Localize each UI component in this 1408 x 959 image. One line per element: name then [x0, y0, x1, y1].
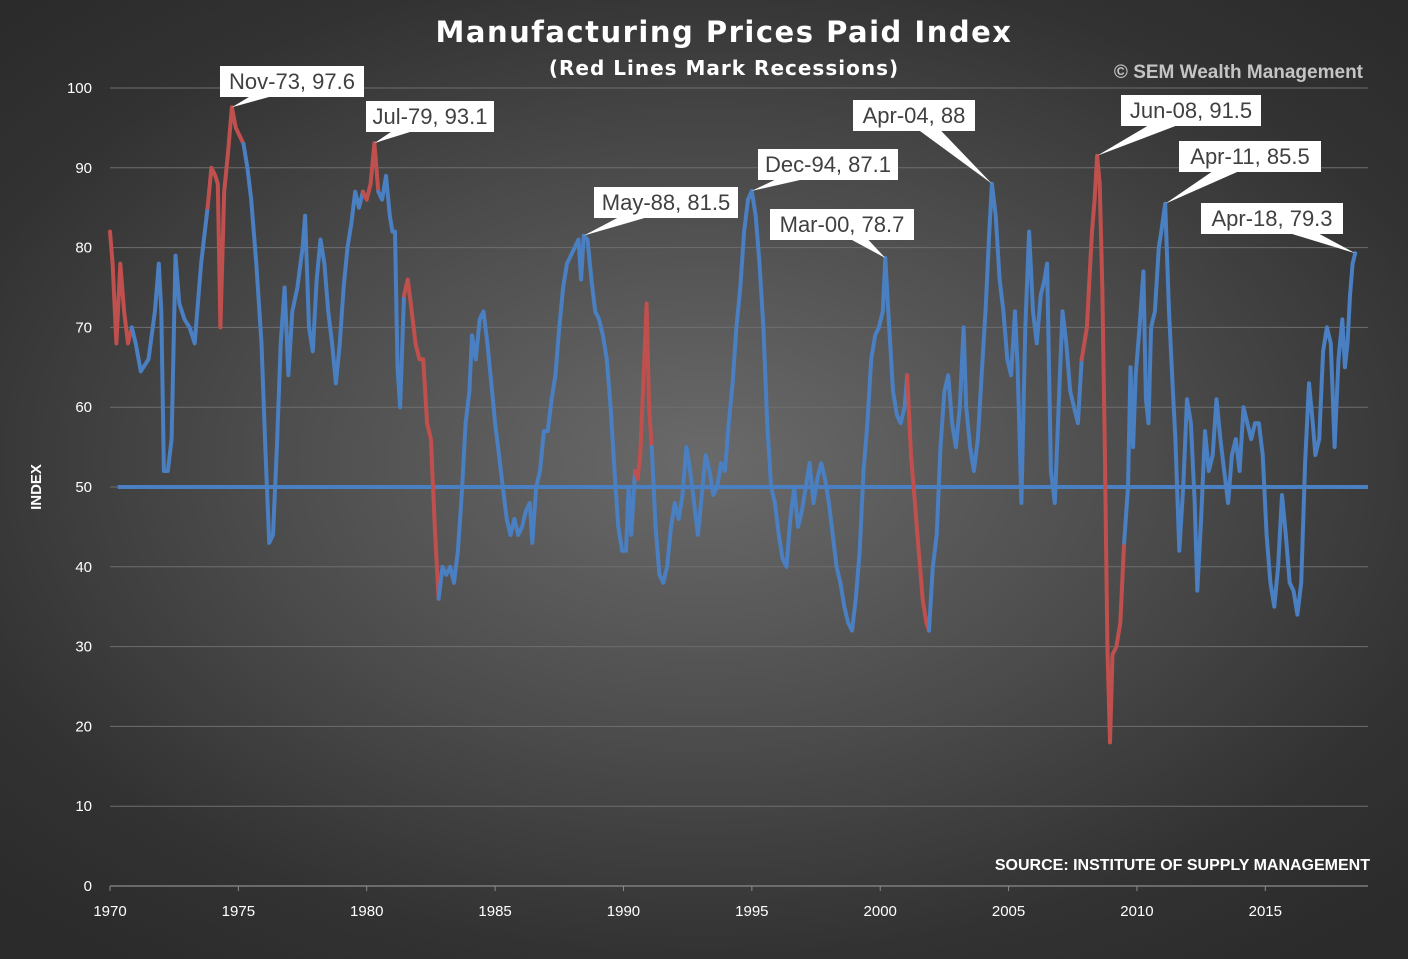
annotation-box — [594, 187, 738, 218]
watermark: © SEM Wealth Management — [1114, 62, 1364, 83]
axis-layer: 0 10 20 30 40 50 60 70 80 90 100 1970 1975 1980 1985 19… — [67, 80, 1368, 920]
annotation-label: Apr-04, 88 — [863, 103, 966, 128]
y-tick-label: 10 — [75, 798, 92, 815]
annotation-label: Apr-11, 85.5 — [1190, 144, 1309, 169]
recession-segment — [905, 373, 931, 633]
y-tick-label: 40 — [75, 559, 92, 576]
x-tick-label: 1970 — [93, 903, 126, 920]
y-tick-label: 70 — [75, 319, 92, 336]
x-tick-label: 1985 — [478, 903, 511, 920]
annotation-callout: Apr-04, 88 — [853, 100, 992, 184]
y-tick-label: 30 — [75, 639, 92, 656]
recession-segment — [360, 141, 381, 202]
y-tick-label: 100 — [67, 80, 92, 97]
annotation-callout: Jul-79, 93.1 — [366, 101, 494, 144]
x-tick-label: 2015 — [1249, 903, 1282, 920]
series-segment — [649, 188, 910, 633]
annotation-label: Jun-08, 91.5 — [1130, 98, 1252, 123]
annotation-label: Nov-73, 97.6 — [229, 69, 355, 94]
annotation-callout: Nov-73, 97.6 — [220, 66, 364, 108]
x-tick-label: 2005 — [992, 903, 1025, 920]
annotation-label: Mar-00, 78.7 — [780, 212, 905, 237]
x-tick-label: 1980 — [350, 903, 383, 920]
annotation-label: Jul-79, 93.1 — [373, 104, 488, 129]
series-segment — [927, 181, 1084, 633]
annotation-box — [220, 66, 364, 97]
series-segment — [241, 141, 365, 545]
annotation-label: Apr-18, 79.3 — [1211, 206, 1332, 231]
series-segment — [1122, 201, 1358, 617]
annotation-callout: Dec-94, 87.1 — [751, 149, 898, 191]
annotation-box — [770, 209, 914, 240]
chart-subtitle: (Red Lines Mark Recessions) — [549, 56, 899, 80]
x-tick-label: 1995 — [735, 903, 768, 920]
annotation-layer: Nov-73, 97.6 Jul-79, 93.1 May-88, 81.5 Dec-… — [220, 66, 1356, 258]
annotation-label: May-88, 81.5 — [602, 190, 730, 215]
y-tick-label: 20 — [75, 718, 92, 735]
annotation-box — [758, 149, 898, 180]
y-tick-label: 0 — [84, 878, 92, 895]
y-tick-label: 60 — [75, 399, 92, 416]
annotation-box — [1201, 203, 1343, 234]
annotation-callout: May-88, 81.5 — [583, 187, 738, 236]
series-segment — [129, 205, 210, 473]
recession-segment — [1079, 153, 1127, 745]
annotation-callout: Apr-18, 79.3 — [1201, 203, 1356, 254]
y-tick-label: 80 — [75, 240, 92, 257]
x-tick-label: 2000 — [864, 903, 897, 920]
recession-segment — [205, 105, 246, 330]
series-layer — [108, 105, 1358, 745]
x-tick-label: 1990 — [607, 903, 640, 920]
annotation-box — [853, 100, 975, 131]
annotation-box — [1179, 141, 1321, 172]
chart-title: Manufacturing Prices Paid Index — [436, 15, 1013, 49]
series-segment — [376, 173, 406, 410]
recession-segment — [108, 229, 134, 346]
annotation-callout: Jun-08, 91.5 — [1097, 95, 1261, 156]
annotation-box — [1121, 95, 1261, 126]
x-tick-label: 1975 — [222, 903, 255, 920]
recession-segment — [402, 277, 441, 601]
x-tick-label: 2010 — [1120, 903, 1153, 920]
y-tick-label: 50 — [75, 479, 92, 496]
annotation-callout: Mar-00, 78.7 — [770, 209, 914, 258]
annotation-box — [366, 101, 494, 132]
annotation-callout: Apr-11, 85.5 — [1165, 141, 1321, 204]
source-note: SOURCE: INSTITUTE OF SUPPLY MANAGEMENT — [995, 857, 1370, 874]
recession-segment — [633, 301, 654, 481]
y-tick-label: 90 — [75, 160, 92, 177]
annotation-label: Dec-94, 87.1 — [765, 152, 891, 177]
y-axis-label: INDEX — [28, 464, 45, 510]
series-segment — [436, 233, 637, 601]
